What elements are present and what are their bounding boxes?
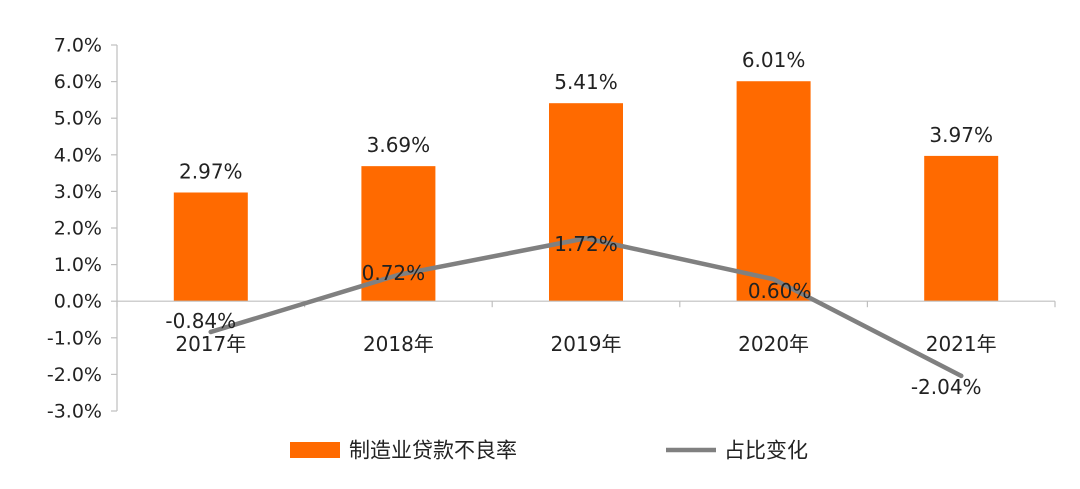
y-tick-label: -1.0% <box>47 327 102 349</box>
y-tick-label: -3.0% <box>47 401 102 423</box>
y-tick-label: 6.0% <box>54 71 102 93</box>
legend: 制造业贷款不良率 占比变化 <box>290 439 808 463</box>
bar <box>549 103 623 302</box>
y-tick-label: -2.0% <box>47 364 102 386</box>
line-point <box>396 272 401 278</box>
y-tick-label: 0.0% <box>54 291 102 313</box>
bar <box>924 155 999 302</box>
y-tick-label: 3.0% <box>54 181 102 203</box>
line-value-label: 0.60% <box>748 279 812 303</box>
legend-label: 制造业贷款不良率 <box>349 439 517 463</box>
bar <box>736 81 811 302</box>
legend-swatch-bar <box>290 442 340 458</box>
y-tick-label: 1.0% <box>54 254 102 276</box>
line-point <box>583 236 589 241</box>
bar-value-label: 2.97% <box>179 159 243 183</box>
bar <box>173 192 248 302</box>
line-point <box>771 277 776 282</box>
x-tick-label: 2020年 <box>738 332 809 356</box>
bar-series <box>173 81 999 302</box>
line-value-label: -2.04% <box>911 375 982 399</box>
line-point <box>959 373 964 379</box>
y-axis: 7.0% 6.0% 5.0% 4.0% 3.0% 2.0% 1.0% 0.0% -1.0% -2.… <box>47 35 118 423</box>
x-tick-label: 2017年 <box>175 332 246 356</box>
y-tick-label: 2.0% <box>54 218 102 240</box>
x-tick-label: 2018年 <box>363 332 434 356</box>
bar <box>361 166 436 302</box>
x-tick-label: 2021年 <box>926 332 997 356</box>
data-labels: 2.97% 3.69% 5.41% 6.01% 3.97% -0.84% 0.72% 1.72… <box>165 48 993 399</box>
line-value-label: 1.72% <box>554 232 618 256</box>
x-axis: 2017年 2018年 2019年 2020年 2021年 <box>116 300 1056 356</box>
bar-value-label: 3.69% <box>367 133 431 157</box>
line-point <box>208 329 213 335</box>
bar-value-label: 5.41% <box>554 70 618 94</box>
bar-value-label: 6.01% <box>742 48 806 72</box>
bar-value-label: 3.97% <box>929 123 993 147</box>
y-tick-label: 5.0% <box>54 108 102 130</box>
legend-label: 占比变化 <box>724 439 808 463</box>
y-tick-label: 4.0% <box>54 144 102 166</box>
line-value-label: -0.84% <box>165 309 236 333</box>
line-value-label: 0.72% <box>362 261 426 285</box>
line-series <box>208 235 964 379</box>
x-tick-label: 2019年 <box>551 332 622 356</box>
y-tick-label: 7.0% <box>54 35 102 57</box>
